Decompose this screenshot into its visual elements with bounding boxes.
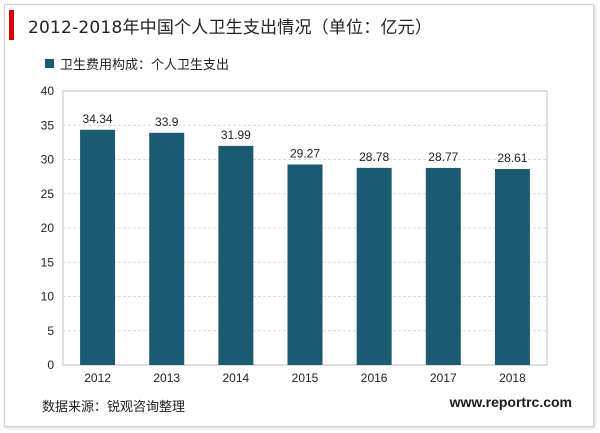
- y-tick-label: 5: [47, 324, 54, 338]
- bar: [287, 164, 323, 365]
- data-label: 28.77: [428, 150, 458, 164]
- x-tick-label: 2016: [361, 371, 388, 385]
- y-tick-label: 25: [41, 187, 55, 201]
- x-tick-label: 2012: [84, 371, 111, 385]
- legend-swatch: [45, 59, 54, 68]
- y-tick-label: 10: [41, 290, 55, 304]
- bar: [425, 167, 461, 365]
- y-tick-label: 30: [41, 153, 55, 167]
- bar: [149, 132, 185, 365]
- bar: [80, 129, 116, 365]
- legend: 卫生费用构成：个人卫生支出: [45, 54, 229, 73]
- data-label: 28.61: [497, 151, 527, 165]
- y-tick-label: 40: [41, 84, 55, 98]
- data-label: 28.78: [359, 150, 389, 164]
- x-tick-label: 2015: [292, 371, 319, 385]
- y-tick-label: 20: [41, 221, 55, 235]
- x-tick-label: 2014: [223, 371, 250, 385]
- data-label: 34.34: [83, 112, 113, 126]
- y-tick-label: 35: [41, 118, 55, 132]
- x-tick-label: 2013: [153, 371, 180, 385]
- data-label: 31.99: [221, 128, 251, 142]
- y-tick-label: 0: [47, 358, 54, 372]
- chart-title: 2012-2018年中国个人卫生支出情况（单位：亿元）: [28, 18, 433, 38]
- bar: [494, 169, 530, 365]
- bar: [218, 145, 254, 365]
- y-tick-label: 15: [41, 255, 55, 269]
- data-label: 29.27: [290, 147, 320, 161]
- x-tick-label: 2017: [430, 371, 457, 385]
- data-source: 数据来源：锐观咨询整理: [42, 400, 186, 415]
- title-accent-bar: [9, 10, 14, 40]
- legend-label: 卫生费用构成：个人卫生支出: [60, 58, 230, 73]
- website-watermark: www.reportrc.com: [449, 394, 572, 410]
- bar: [356, 167, 392, 365]
- data-label: 33.9: [155, 115, 179, 129]
- x-tick-label: 2018: [499, 371, 526, 385]
